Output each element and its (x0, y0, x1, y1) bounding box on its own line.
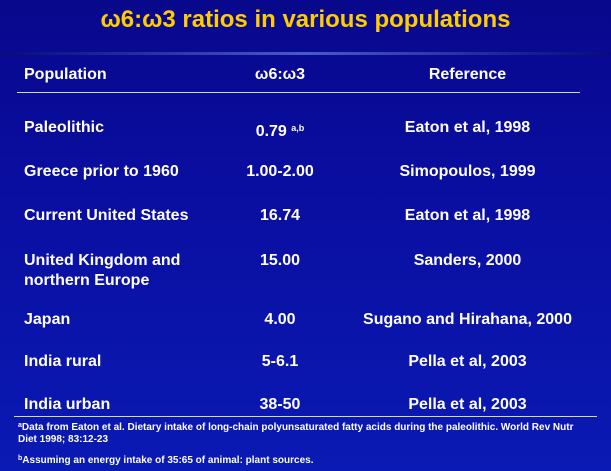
footnote-text: Assuming an energy intake of 35:65 of an… (22, 455, 314, 466)
header-reference: Reference (428, 66, 507, 83)
reference-cell: Sanders, 2000 (413, 252, 522, 269)
header-ratio: ω6:ω3 (254, 66, 306, 83)
ratio-cell: 38-50 (259, 396, 301, 413)
footnote-marker: b (18, 455, 23, 462)
ratio-cell: 15.00 (259, 252, 301, 269)
reference-cell: Eaton et al, 1998 (404, 207, 531, 224)
footnote-text: Data from Eaton et al. Dietary intake of… (18, 422, 574, 445)
population-cell: Japan (24, 311, 71, 328)
population-cell: Greece prior to 1960 (24, 163, 179, 180)
slide-title: ω6:ω3 ratios in various populations (100, 6, 511, 33)
footnote-marker: a (18, 422, 22, 429)
header-divider (17, 92, 580, 93)
reference-cell: Pella et al, 2003 (408, 396, 527, 413)
ratio-footnote-marker: a,b (291, 123, 305, 133)
title-divider (0, 52, 611, 55)
footnote-a: aData from Eaton et al. Dietary intake o… (18, 420, 578, 446)
ratio-cell: 1.00-2.00 (246, 163, 314, 180)
population-cell: India rural (24, 353, 102, 370)
population-line: United Kingdom and (24, 252, 181, 269)
ratio-cell: 16.74 (259, 207, 301, 224)
reference-cell: Eaton et al, 1998 (404, 119, 531, 136)
reference-cell: Pella et al, 2003 (408, 353, 527, 370)
ratio-value: 0.79 (255, 123, 287, 140)
footnote-divider (14, 416, 597, 417)
ratio-cell: 4.00 (264, 311, 296, 328)
reference-cell: Simopoulos, 1999 (399, 163, 536, 180)
reference-cell: Sugano and Hirahana, 2000 (363, 311, 572, 328)
ratio-cell: 5-6.1 (261, 353, 299, 370)
population-line: northern Europe (24, 272, 150, 289)
footnote-b: bAssuming an energy intake of 35:65 of a… (18, 453, 578, 467)
header-population: Population (24, 66, 107, 83)
population-cell: Current United States (24, 207, 189, 224)
population-cell: Paleolithic (24, 119, 105, 136)
population-cell: India urban (24, 396, 111, 413)
population-cell: United Kingdom and northern Europe (24, 251, 229, 291)
ratio-cell: 0.79 a,b (225, 118, 335, 142)
